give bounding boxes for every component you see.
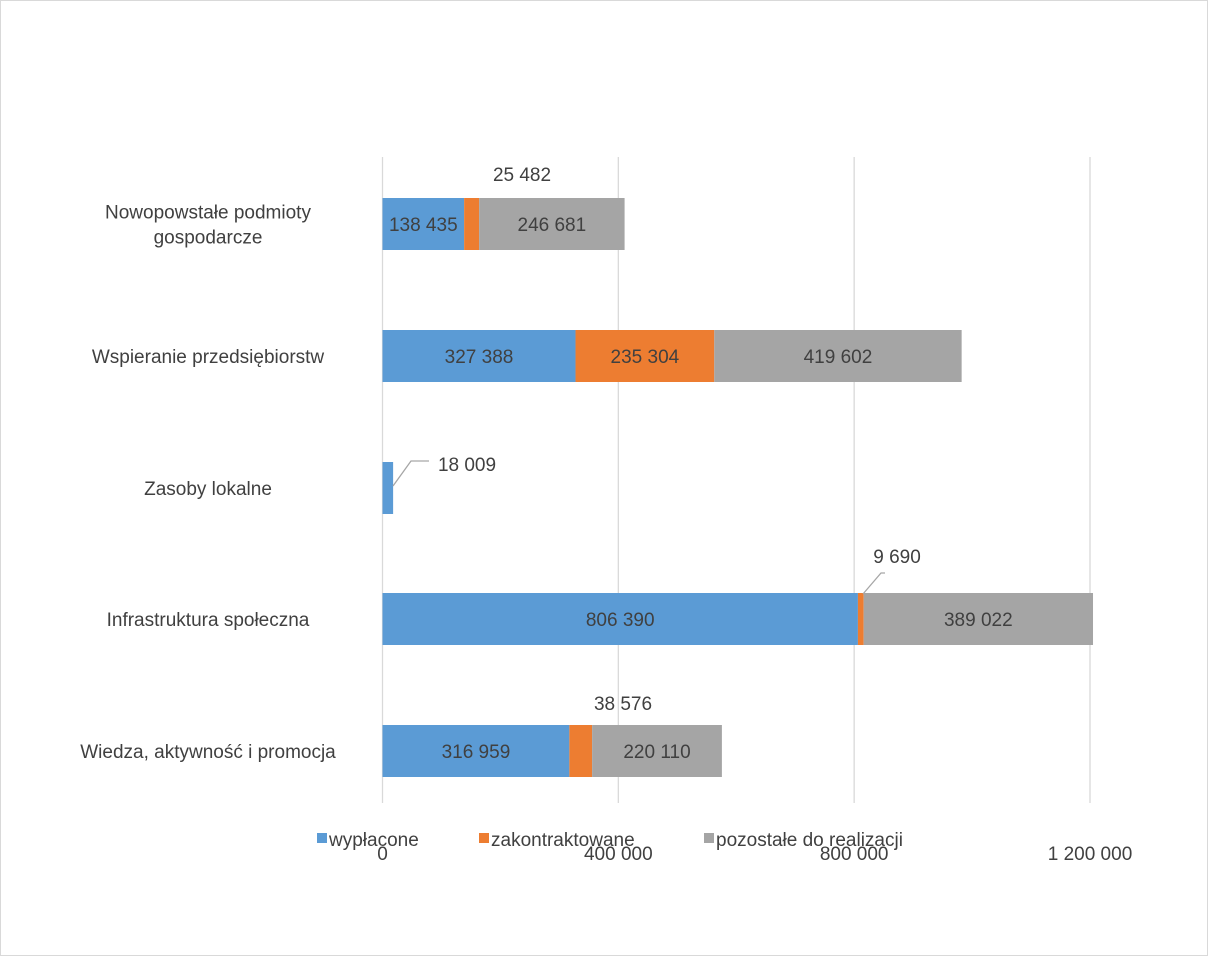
- legend-swatch: [317, 833, 327, 843]
- bar-pozostale: [592, 725, 722, 777]
- data-label: 38 576: [594, 694, 652, 715]
- bar-zakontraktowane: [464, 198, 480, 250]
- legend-label: zakontraktowane: [491, 830, 635, 851]
- x-tick-label: 800 000: [820, 844, 889, 865]
- bar-wyplacone: [382, 330, 576, 382]
- legend-label: wypłacone: [328, 830, 419, 851]
- category-label: Nowopowstałe podmioty gospodarcze: [105, 203, 311, 249]
- category-label: Zasoby lokalne: [144, 479, 272, 500]
- category-axis-labels: Nowopowstałe podmioty gospodarcze Wspieran…: [80, 203, 336, 764]
- bars: [382, 198, 1094, 777]
- x-tick-label: 1 200 000: [1048, 844, 1133, 865]
- leader-line: [392, 460, 429, 487]
- data-label: 220 110: [623, 742, 690, 763]
- bar-wyplacone: [382, 593, 858, 645]
- bar-wyplacone: [382, 725, 570, 777]
- data-label: 419 602: [804, 347, 873, 368]
- category-label: Wspieranie przedsiębiorstw: [92, 347, 325, 368]
- leader-line: [862, 572, 885, 595]
- x-tick-label: 0: [377, 844, 388, 865]
- bar-zakontraktowane: [575, 330, 715, 382]
- data-label: 9 690: [873, 547, 921, 568]
- bar-zakontraktowane: [569, 725, 593, 777]
- category-label: Infrastruktura społeczna: [107, 610, 310, 631]
- bar-pozostale: [479, 198, 625, 250]
- bar-zakontraktowane: [857, 593, 864, 645]
- data-labels: 138 435 25 482 246 681 327 388 235 304 419 60…: [389, 165, 1013, 763]
- data-label: 389 022: [944, 610, 1013, 631]
- data-label: 25 482: [493, 165, 551, 186]
- data-label: 138 435: [389, 215, 458, 236]
- category-label: Wiedza, aktywność i promocja: [80, 742, 336, 763]
- data-label: 806 390: [586, 610, 655, 631]
- bar-wyplacone: [382, 198, 465, 250]
- data-label: 235 304: [611, 347, 680, 368]
- data-label: 18 009: [438, 455, 496, 476]
- x-tick-label: 400 000: [584, 844, 653, 865]
- data-label: 327 388: [445, 347, 514, 368]
- bar-pozostale: [863, 593, 1094, 645]
- legend-swatch: [479, 833, 489, 843]
- legend-label: pozostałe do realizacji: [716, 830, 903, 851]
- data-label: 246 681: [518, 215, 587, 236]
- bar-wyplacone: [382, 462, 394, 514]
- value-axis-tick-labels: 0 400 000 800 000 1 200 000: [377, 844, 1132, 865]
- bar-pozostale: [714, 330, 962, 382]
- legend-swatch: [704, 833, 714, 843]
- legend: wypłacone zakontraktowane pozostałe do rea…: [317, 830, 903, 851]
- data-label: 316 959: [442, 742, 511, 763]
- gridlines: [381, 157, 1091, 803]
